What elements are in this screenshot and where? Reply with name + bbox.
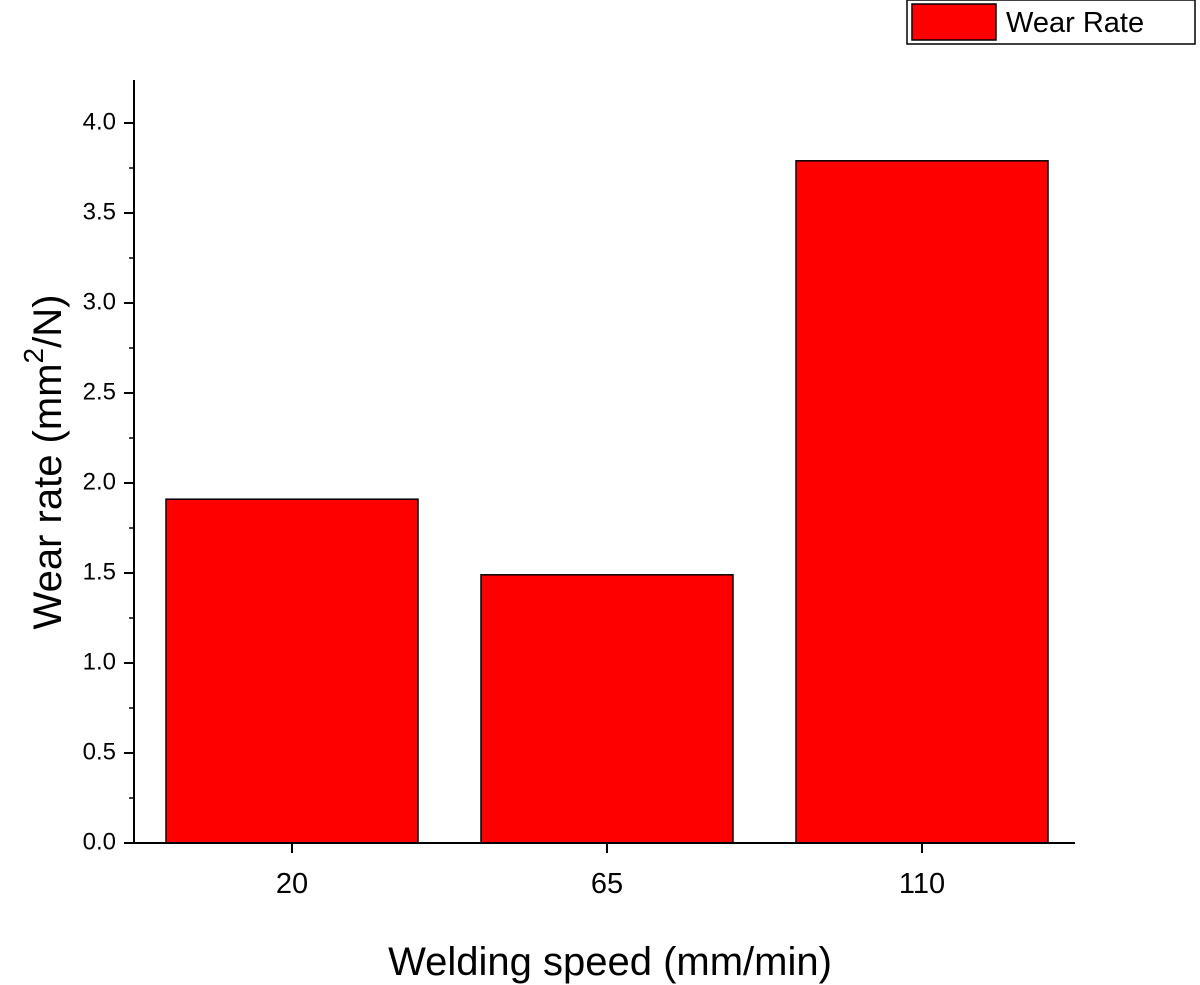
x-tick-label: 110	[899, 868, 945, 900]
y-tick-label: 1.5	[83, 558, 116, 585]
bar-20	[165, 498, 419, 844]
axes-group	[133, 80, 1075, 844]
bar-110	[795, 160, 1049, 844]
y-tick-label: 3.0	[83, 288, 116, 315]
bar-65	[480, 574, 734, 844]
x-tick-label: 20	[276, 868, 308, 900]
bars-group	[165, 160, 1049, 844]
legend-swatch	[911, 3, 997, 41]
y-tick-label: 3.5	[83, 198, 116, 225]
y-tick-label: 0.5	[83, 738, 116, 765]
y-axis-title-suffix: /N)	[26, 295, 70, 348]
legend-label: Wear Rate	[1006, 7, 1144, 39]
legend: Wear Rate	[906, 0, 1196, 45]
x-ticks-group: 20 65 110	[276, 843, 945, 900]
y-tick-label: 4.0	[83, 108, 116, 135]
y-tick-label: 2.5	[83, 378, 116, 405]
y-axis-title-superscript: 2	[18, 348, 49, 364]
y-tick-label: 2.0	[83, 468, 116, 495]
y-ticks-group: 0.0 0.5 1.0 1.5 2.0 2.5 3.0 3.5 4.0	[83, 108, 134, 855]
y-axis-title: Wear rate (mm2/N)	[18, 295, 69, 630]
x-tick-label: 65	[591, 868, 623, 900]
x-axis-title: Welding speed (mm/min)	[388, 940, 832, 984]
y-tick-label: 1.0	[83, 648, 116, 675]
y-tick-label: 0.0	[83, 828, 116, 855]
